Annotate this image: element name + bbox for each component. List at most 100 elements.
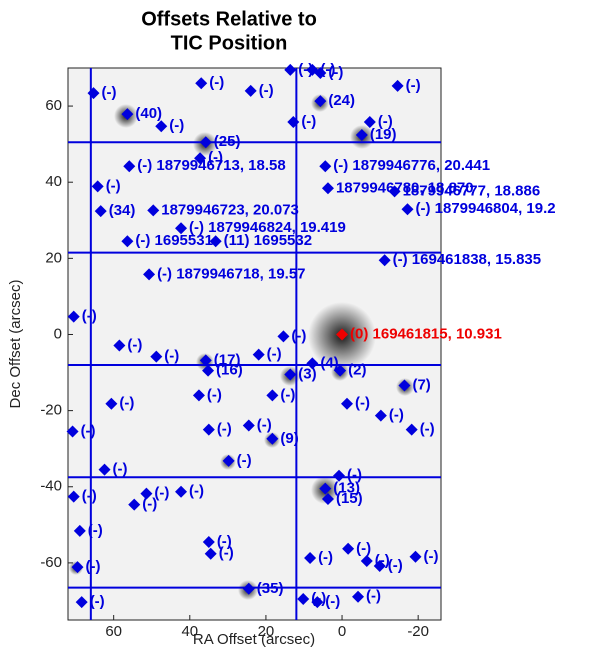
point-label: (-): [169, 117, 184, 134]
point-label: (-): [420, 421, 435, 438]
x-tick-label: 20: [258, 623, 275, 640]
point: [73, 524, 86, 537]
y-tick-label: 60: [45, 97, 62, 114]
point: [192, 389, 205, 402]
point-label: (-): [378, 113, 393, 130]
point-label: (11) 1695532: [224, 232, 312, 249]
point: [401, 203, 414, 216]
point: [342, 542, 355, 555]
point-label: (-): [406, 77, 421, 94]
point: [244, 84, 257, 97]
point-label: (-) 1879946804, 19.2: [416, 200, 556, 217]
y-axis-label: Dec Offset (arcsec): [7, 280, 24, 409]
image-background: [68, 68, 441, 620]
point-label: (2): [348, 362, 366, 379]
point: [287, 116, 300, 129]
point-label: (-): [102, 84, 117, 101]
point: [321, 182, 334, 195]
point-label: (-): [257, 416, 272, 433]
point: [195, 77, 208, 90]
point: [332, 469, 345, 482]
point: [266, 389, 279, 402]
point: [388, 185, 401, 198]
point: [75, 596, 88, 609]
y-tick-label: 0: [54, 325, 62, 342]
point-label: (-): [113, 461, 128, 478]
point: [113, 339, 126, 352]
point: [209, 235, 222, 248]
point: [360, 554, 373, 567]
point: [319, 160, 332, 173]
point-label: (-) 1695531: [135, 232, 213, 249]
point: [71, 561, 84, 574]
chart-subtitle: TIC Position: [171, 32, 288, 54]
point-label: (-): [82, 488, 97, 505]
point: [155, 120, 168, 133]
chart-title: Offsets Relative to: [141, 8, 317, 30]
point-label: (34): [109, 202, 136, 219]
point: [98, 463, 111, 476]
point: [147, 204, 160, 217]
point: [121, 108, 134, 121]
point-label: (0) 169461815, 10.931: [350, 325, 502, 342]
point-label: (-): [88, 522, 103, 539]
point-label: (-): [237, 452, 252, 469]
point: [91, 180, 104, 193]
point-label: (-): [267, 346, 282, 363]
point-label: (19): [370, 126, 397, 143]
plot-frame: [67, 67, 442, 621]
point-label: (-): [82, 308, 97, 325]
point: [314, 66, 327, 79]
point: [334, 364, 347, 377]
point-label: (-): [388, 557, 403, 574]
point-label: (9): [280, 430, 298, 447]
point-label: (-): [328, 64, 343, 81]
point-label: (-): [119, 395, 134, 412]
point: [175, 222, 188, 235]
point-label: (-): [142, 496, 157, 513]
point-label: (-): [127, 336, 142, 353]
point-label: (15): [336, 490, 363, 507]
point: [363, 116, 376, 129]
point: [314, 95, 327, 108]
x-tick-label: 0: [338, 623, 346, 640]
point: [391, 79, 404, 92]
point: [284, 63, 297, 76]
point: [204, 547, 217, 560]
point: [355, 129, 368, 142]
point-label: (-): [208, 149, 223, 166]
point-label: (-): [356, 540, 371, 557]
point-label: (-): [90, 593, 105, 610]
point-label: (-) 1879946718, 19.57: [157, 265, 305, 282]
point: [150, 350, 163, 363]
point-label: (7): [412, 376, 430, 393]
point-label: (-): [154, 485, 169, 502]
point-label: 1879946723, 20.073: [161, 201, 299, 218]
point: [175, 485, 188, 498]
point-label: (-): [423, 548, 438, 565]
point-label: (4): [320, 354, 338, 371]
point-label: (-) 1879946776, 20.441: [333, 157, 490, 174]
point: [284, 368, 297, 381]
point-label: (40): [135, 105, 162, 122]
point-label: (13): [333, 480, 360, 497]
point: [202, 364, 215, 377]
point-label: (-): [81, 423, 96, 440]
point: [67, 490, 80, 503]
point-label: (-): [325, 593, 340, 610]
point: [66, 425, 79, 438]
point: [140, 487, 153, 500]
point: [373, 559, 386, 572]
point: [297, 593, 310, 606]
point-label: (-): [280, 386, 295, 403]
point-label: (-): [106, 177, 121, 194]
point-label: (-) 1879946824, 19.419: [189, 219, 346, 236]
point: [311, 596, 324, 609]
point-label: (-): [301, 113, 316, 130]
point-label: (-): [209, 74, 224, 91]
point-label: (-): [347, 467, 362, 484]
point: [67, 310, 80, 323]
point: [252, 348, 265, 361]
point: [194, 152, 207, 165]
point-label: (-): [389, 407, 404, 424]
